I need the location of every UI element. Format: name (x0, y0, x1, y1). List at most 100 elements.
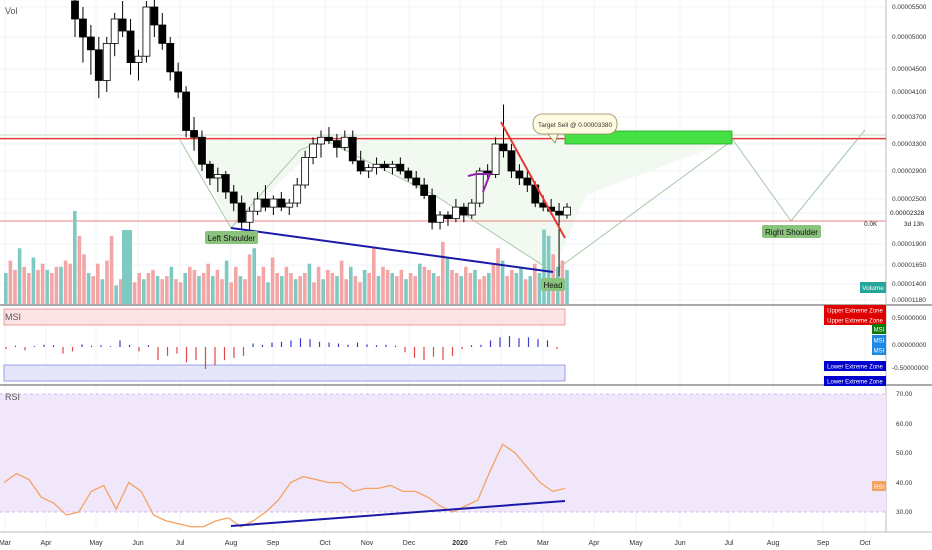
volume-tag-text: Volume (862, 285, 884, 292)
candle-body (563, 206, 571, 216)
volume-bar (487, 273, 491, 304)
right-shoulder-label[interactable]: Right Shoulder (762, 225, 821, 238)
price-tick-label: 0.00005000 (892, 34, 927, 41)
candle-body (348, 136, 357, 162)
rsi-axis[interactable]: 70.00 60.00 50.00 40.00 30.00 (896, 391, 913, 516)
left-shoulder-label[interactable]: Left Shoulder (205, 231, 258, 244)
msi-tag-bg (824, 315, 886, 325)
candle-body (404, 170, 413, 179)
candle-body (332, 140, 341, 148)
candle-body (523, 177, 532, 186)
candle-body (459, 206, 468, 216)
rsi-tag: RSI (872, 481, 886, 491)
candle-body (293, 184, 302, 204)
time-axis[interactable]: Mar Apr May Jun Jul Aug Sep Oct Nov Dec 2020 Feb Mar… (0, 540, 870, 547)
price-axis[interactable]: 0.00005500 0.00005000 0.00004500 0.00004100… (892, 4, 927, 304)
volume-bar (31, 257, 36, 304)
volume-bar (86, 273, 91, 304)
rsi-tick-label: 60.00 (896, 421, 913, 428)
volume-bar (17, 248, 22, 304)
trend-lines[interactable] (230, 121, 566, 273)
volume-bar (96, 263, 100, 304)
candle-body (79, 18, 87, 38)
volume-bar (13, 269, 17, 304)
volume-bar (169, 266, 174, 304)
volume-bar (542, 229, 546, 304)
msi-tag-bg (872, 345, 886, 355)
volume-bar (211, 276, 215, 304)
volume-bar (408, 273, 413, 304)
countdown-tag: 0.0K 3d 13h (864, 221, 924, 228)
candle-body (206, 163, 214, 179)
candle-body (277, 198, 286, 208)
timer-left: 0.0K (864, 221, 878, 228)
volume-bar (528, 276, 532, 304)
msi-tick-label: 0.50000000 (892, 315, 927, 322)
candle-body (420, 184, 429, 196)
candle-body (388, 163, 397, 169)
volume-bar (546, 235, 551, 304)
time-axis-label: Mar (537, 540, 550, 547)
volume-bar (399, 269, 404, 304)
msi-tag-text: MSI (874, 339, 885, 345)
head-right-path (552, 139, 734, 273)
candle-body (444, 214, 452, 220)
time-axis-label: Jul (176, 540, 185, 547)
candle-body (499, 143, 508, 152)
candle-body (507, 150, 516, 172)
volume-bar (261, 266, 266, 304)
volume-bar (247, 254, 252, 304)
target-sell-callout[interactable]: Target Sell @ 0.00003380 (532, 113, 618, 144)
candle-body (515, 170, 524, 179)
volume-bar (109, 235, 114, 304)
volume-bar (270, 257, 275, 304)
candle-body (412, 177, 421, 186)
volume-bar (155, 276, 160, 304)
time-axis-label: May (89, 540, 103, 547)
msi-axis[interactable]: 0.50000000 0.00000000 -0.50000000 (892, 315, 929, 372)
candle-body (364, 167, 373, 172)
purple-flag (467, 173, 492, 193)
candle-body (174, 71, 183, 93)
volume-bar (73, 211, 77, 304)
candle-body (253, 198, 262, 212)
volume-bar (413, 276, 417, 304)
head-label[interactable]: Head (541, 278, 565, 291)
msi-axis-tags: Upper Extreme Zone Upper Extreme Zone MSI M… (824, 305, 886, 386)
volume-bar (137, 273, 141, 304)
volume-bar (303, 273, 307, 304)
volume-bar (422, 266, 427, 304)
time-axis-label: Aug (767, 540, 780, 547)
price-tick-label: 0.00001650 (892, 262, 927, 269)
volume-bar (358, 282, 362, 304)
candle-body (158, 24, 167, 44)
volume-bar (537, 273, 542, 304)
volume-bar (353, 276, 358, 304)
volume-bar (330, 273, 335, 304)
volume-bar (565, 269, 569, 304)
head-and-shoulders-pattern[interactable] (0, 129, 886, 273)
volume-bar (523, 279, 528, 304)
candle-body (86, 36, 95, 51)
volume-bar (63, 260, 68, 304)
volume-bar (119, 279, 123, 304)
price-tick-label: 0.00001900 (892, 241, 927, 248)
volume-bar (445, 257, 450, 304)
candle-body (452, 206, 460, 220)
msi-tag-text: MSI (874, 349, 885, 355)
volume-bar (266, 282, 270, 304)
price-tick-label: 0.00002500 (892, 196, 927, 203)
volume-bar (174, 279, 178, 304)
time-axis-label: Feb (495, 540, 507, 547)
candle-body (269, 198, 278, 208)
volume-bar (178, 282, 183, 304)
volume-bar (298, 276, 302, 304)
price-tick-label: 0.00005500 (892, 4, 927, 11)
volume-bar (491, 263, 496, 304)
timer-right: 3d 13h (904, 221, 924, 228)
candle-body (134, 55, 143, 64)
msi-title: MSI (5, 312, 21, 322)
rsi-tick-label: 40.00 (896, 480, 913, 487)
price-tick-label: 0.00001400 (892, 281, 927, 288)
